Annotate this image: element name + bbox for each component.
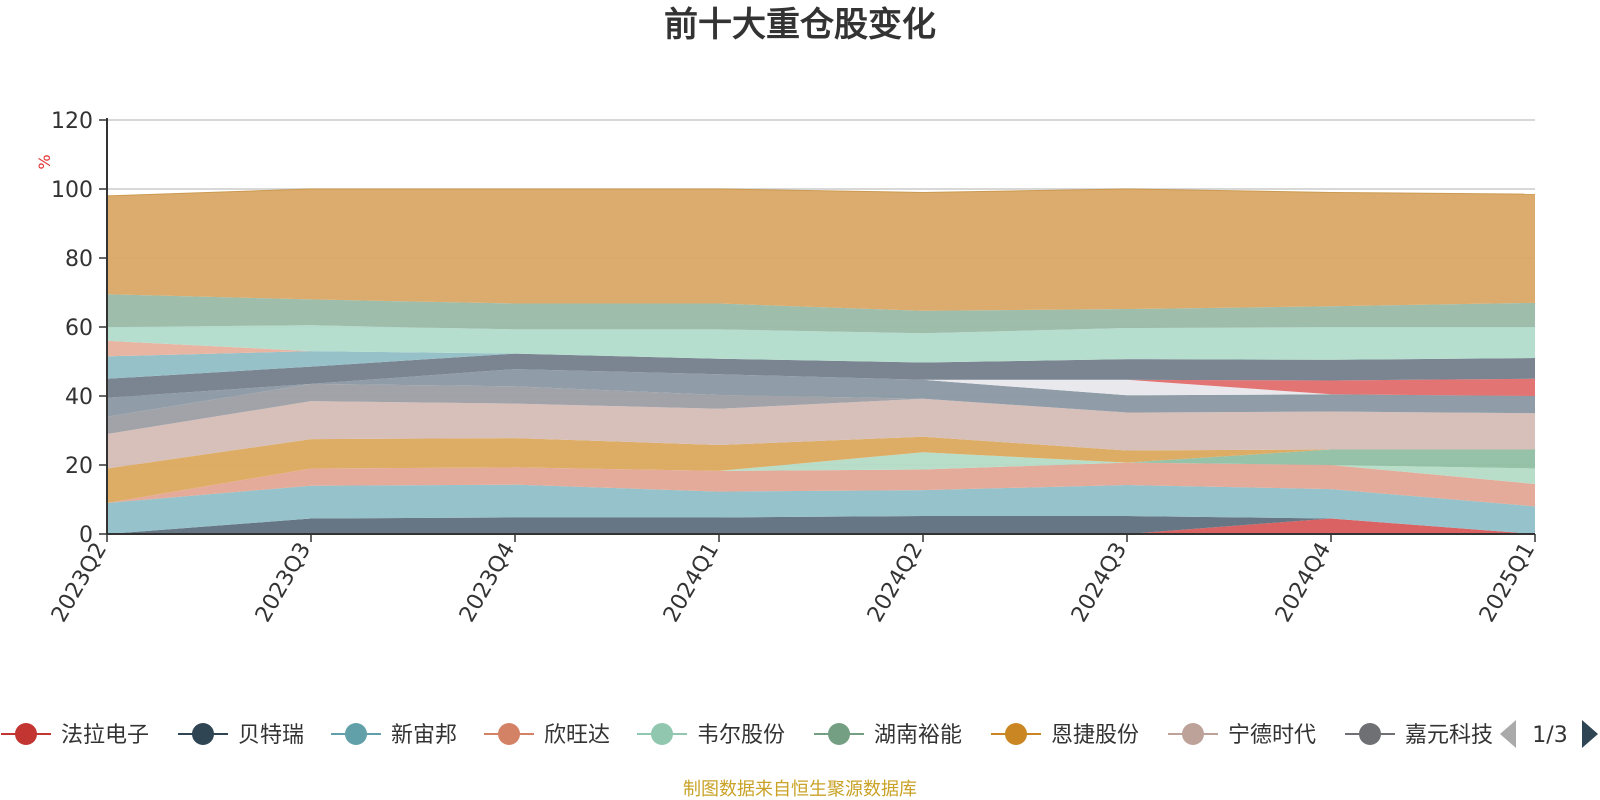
legend-label: 嘉元科技 bbox=[1405, 723, 1493, 748]
series-top-line bbox=[922, 188, 1128, 193]
y-tick-label: 60 bbox=[65, 316, 93, 341]
legend-marker-icon bbox=[1359, 723, 1381, 745]
legend-marker-icon bbox=[498, 723, 520, 745]
series-area-6 bbox=[107, 436, 1535, 503]
legend-label: 法拉电子 bbox=[61, 723, 149, 748]
source-footer: 制图数据来自恒生聚源数据库 bbox=[683, 779, 917, 800]
series-area-11 bbox=[107, 369, 1535, 398]
series-area-0 bbox=[107, 518, 1535, 534]
x-tick-label: 2024Q1 bbox=[659, 539, 724, 627]
legend-marker-icon bbox=[345, 723, 367, 745]
x-tick-label: 2025Q1 bbox=[1475, 539, 1540, 627]
legend-label: 宁德时代 bbox=[1228, 723, 1316, 748]
series-area-1 bbox=[107, 516, 1535, 534]
x-tick-label: 2023Q4 bbox=[455, 539, 520, 627]
legend-marker-icon bbox=[651, 723, 673, 745]
legend-item[interactable]: 贝特瑞 bbox=[178, 723, 304, 748]
series-area-16 bbox=[107, 294, 1535, 334]
legend-pager: 1/3 bbox=[1500, 720, 1598, 748]
series-areas bbox=[106, 188, 1536, 534]
series-top-line bbox=[1126, 188, 1332, 193]
legend-label: 贝特瑞 bbox=[238, 723, 304, 748]
series-area-13 bbox=[107, 351, 1535, 379]
series-area-8 bbox=[107, 383, 1535, 434]
series-area-12 bbox=[107, 353, 1535, 398]
series-area-10 bbox=[107, 369, 1535, 398]
series-area-5 bbox=[107, 449, 1535, 503]
y-tick-label: 0 bbox=[79, 523, 93, 548]
legend-marker-icon bbox=[828, 723, 850, 745]
series-top-line bbox=[106, 188, 312, 197]
x-tick-label: 2024Q3 bbox=[1067, 539, 1132, 627]
series-top-line bbox=[718, 188, 924, 193]
y-tick-label: 100 bbox=[51, 178, 93, 203]
legend-prev-arrow-icon[interactable] bbox=[1500, 720, 1516, 748]
legend-item[interactable]: 嘉元科技 bbox=[1345, 723, 1493, 748]
y-tick-label: 80 bbox=[65, 247, 93, 272]
legend-item[interactable]: 欣旺达 bbox=[484, 723, 610, 748]
legend-label: 欣旺达 bbox=[544, 723, 610, 748]
legend-marker-icon bbox=[1182, 723, 1204, 745]
legend-item[interactable]: 韦尔股份 bbox=[637, 723, 785, 748]
y-tick-label: 120 bbox=[51, 109, 93, 134]
series-area-15 bbox=[107, 325, 1535, 363]
x-tick-label: 2024Q4 bbox=[1271, 539, 1336, 627]
series-area-9 bbox=[107, 369, 1535, 417]
series-area-2 bbox=[107, 484, 1535, 534]
legend-label: 新宙邦 bbox=[391, 723, 457, 748]
series-area-17 bbox=[107, 189, 1535, 311]
legend-item[interactable]: 法拉电子 bbox=[1, 723, 149, 748]
series-area-7 bbox=[107, 398, 1535, 469]
legend-marker-icon bbox=[192, 723, 214, 745]
legend-label: 恩捷股份 bbox=[1051, 723, 1139, 748]
legend-marker-icon bbox=[1005, 723, 1027, 745]
legend-item[interactable]: 湖南裕能 bbox=[814, 723, 962, 748]
legend-next-arrow-icon[interactable] bbox=[1582, 720, 1598, 748]
legend-item[interactable]: 新宙邦 bbox=[331, 723, 457, 748]
series-area-3 bbox=[107, 462, 1535, 507]
y-tick-label: 20 bbox=[65, 454, 93, 479]
legend-item[interactable]: 宁德时代 bbox=[1168, 723, 1316, 748]
legend-page-label: 1/3 bbox=[1532, 723, 1567, 748]
y-tick-label: 40 bbox=[65, 385, 93, 410]
legend-label: 湖南裕能 bbox=[874, 723, 962, 748]
x-tick-label: 2023Q3 bbox=[251, 539, 316, 627]
legend-item[interactable]: 恩捷股份 bbox=[991, 723, 1139, 748]
series-top-line bbox=[1330, 191, 1536, 195]
chart-title: 前十大重仓股变化 bbox=[664, 5, 936, 45]
legend-label: 韦尔股份 bbox=[697, 723, 785, 748]
y-axis-unit: % bbox=[35, 154, 54, 169]
x-tick-label: 2023Q2 bbox=[47, 539, 112, 627]
legend-marker-icon bbox=[15, 723, 37, 745]
x-tick-label: 2024Q2 bbox=[863, 539, 928, 627]
series-area-4 bbox=[107, 452, 1535, 503]
legend: 法拉电子 贝特瑞 新宙邦 欣旺达 韦尔股份 湖南裕能 恩捷股份 宁德时代 嘉元科技 bbox=[1, 723, 1493, 748]
